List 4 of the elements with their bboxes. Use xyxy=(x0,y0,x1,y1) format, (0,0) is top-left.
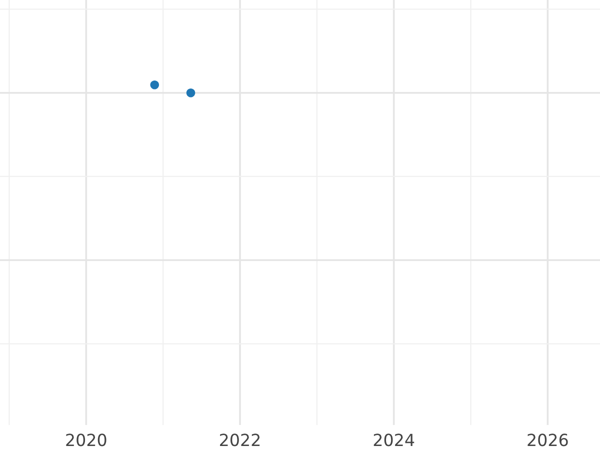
x-tick-label: 2022 xyxy=(220,434,260,446)
x-tick-label: 2020 xyxy=(66,434,106,446)
x-tick-label: 2024 xyxy=(374,434,414,446)
x-tick-label: 2026 xyxy=(528,434,568,446)
